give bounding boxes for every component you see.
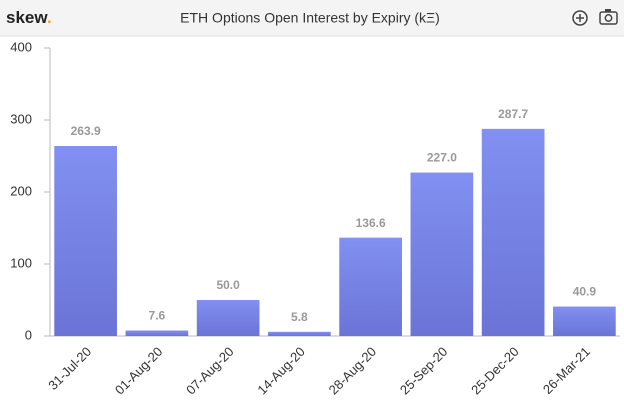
camera-icon[interactable]: [599, 9, 618, 25]
bar: [268, 331, 331, 336]
value-label: 227.0: [427, 151, 457, 165]
bar: [196, 300, 260, 336]
bar: [54, 145, 117, 336]
x-tick-label: 07-Aug-20: [183, 344, 237, 398]
x-tick-label: 31-Jul-20: [45, 344, 94, 393]
y-tick-label: 100: [10, 255, 32, 270]
y-tick-label: 200: [10, 183, 32, 198]
bar: [339, 237, 402, 336]
value-label: 40.9: [573, 285, 597, 299]
x-tick-label: 25-Dec-20: [468, 344, 522, 398]
bar: [125, 330, 189, 336]
brand: skew.: [6, 8, 52, 27]
x-tick-label: 26-Mar-21: [540, 344, 593, 397]
x-tick-label: 14-Aug-20: [254, 344, 308, 398]
brand-dot: .: [47, 8, 52, 27]
x-tick-label: 01-Aug-20: [112, 344, 166, 398]
value-label: 5.8: [291, 310, 308, 324]
y-tick-label: 0: [25, 327, 32, 342]
y-tick-label: 400: [10, 39, 32, 54]
value-label: 287.7: [498, 107, 528, 121]
chart-title: ETH Options Open Interest by Expiry (kΞ): [180, 10, 440, 26]
brand-text: skew: [6, 8, 48, 27]
x-tick-label: 28-Aug-20: [326, 344, 380, 398]
value-label: 7.6: [149, 309, 166, 323]
value-label: 263.9: [71, 124, 101, 138]
bar: [553, 306, 616, 336]
value-label: 136.6: [356, 216, 386, 230]
y-tick-label: 300: [10, 111, 32, 126]
x-tick-label: 25-Sep-20: [397, 344, 451, 398]
bar: [410, 172, 474, 336]
bar: [481, 128, 545, 336]
header: [0, 0, 624, 36]
zoom-icon[interactable]: [572, 10, 588, 26]
value-label: 50.0: [216, 278, 240, 292]
